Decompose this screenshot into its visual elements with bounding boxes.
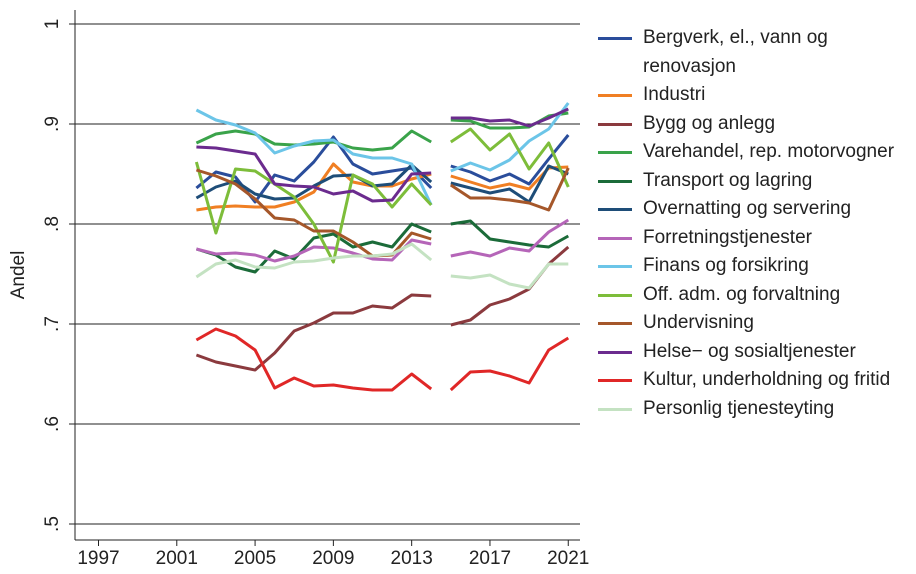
legend-item: Bygg og anlegg: [598, 110, 916, 139]
legend-label: Helse− og sosialtjenester: [643, 340, 856, 362]
series-line: [196, 107, 569, 203]
legend-item: Overnatting og servering: [598, 195, 916, 224]
series-line: [195, 327, 570, 392]
y-axis-label: Andel: [8, 251, 29, 300]
x-tick-label: 2021: [547, 548, 589, 569]
legend-item: Off. adm. og forvaltning: [598, 281, 916, 310]
legend-swatch: [598, 379, 632, 382]
legend-swatch: [598, 179, 632, 183]
legend-item: Transport og lagring: [598, 167, 916, 196]
x-tick-label: 2009: [312, 548, 354, 569]
legend-item: Finans og forsikring: [598, 252, 916, 281]
legend-label: Personlig tjenesteyting: [643, 397, 835, 419]
legend-swatch: [598, 407, 632, 411]
legend-swatch: [598, 322, 632, 325]
series-line: [195, 219, 570, 274]
legend-label: Bygg og anlegg: [643, 112, 776, 134]
y-tick-label: .8: [42, 216, 63, 232]
legend-item: Forretningstjenester: [598, 224, 916, 253]
legend-item: Kultur, underholdning og fritid: [598, 366, 916, 395]
legend-swatch: [598, 208, 632, 211]
legend-item: Personlig tjenesteyting: [598, 395, 916, 424]
legend-item: Helse− og sosialtjenester: [598, 338, 916, 367]
legend-swatch: [598, 37, 632, 40]
y-tick-label: .6: [42, 416, 63, 432]
legend-item: Varehandel, rep. motorvogner: [598, 138, 916, 167]
legend: Bergverk, el., vann og renovasjon Industr…: [598, 24, 916, 423]
legend-label: Bergverk, el., vann og renovasjon: [643, 27, 828, 77]
legend-label: Undervisning: [643, 312, 754, 333]
legend-item: Bergverk, el., vann og renovasjon: [598, 24, 916, 81]
legend-label: Forretningstjenester: [643, 226, 812, 248]
legend-swatch: [598, 236, 632, 240]
legend-label: Finans og forsikring: [643, 255, 809, 276]
x-tick-label: 1997: [77, 548, 119, 569]
series-line: [195, 102, 570, 206]
legend-label: Kultur, underholdning og fritid: [643, 369, 891, 390]
legend-swatch: [598, 293, 632, 297]
x-tick-label: 2013: [391, 548, 433, 569]
legend-swatch: [598, 94, 632, 97]
y-tick-label: 1: [42, 19, 63, 30]
legend-item: Industri: [598, 81, 916, 110]
x-tick-label: 2005: [234, 548, 276, 569]
series-line: [195, 111, 569, 152]
x-tick-label: 2017: [469, 548, 511, 569]
series-line: [195, 242, 569, 290]
legend-label: Off. adm. og forvaltning: [643, 283, 841, 305]
legend-swatch: [598, 151, 632, 154]
x-tick-label: 2001: [156, 548, 198, 569]
y-tick-label: .5: [42, 516, 63, 532]
y-tick-label: .7: [42, 316, 63, 332]
legend-swatch: [598, 265, 632, 268]
legend-label: Overnatting og servering: [643, 198, 852, 219]
y-tick-label: .9: [42, 116, 63, 132]
legend-swatch: [598, 350, 632, 354]
series-line: [195, 134, 570, 204]
legend-item: Undervisning: [598, 309, 916, 338]
series-line: [196, 218, 570, 263]
legend-label: Industri: [643, 84, 706, 105]
series-line: [194, 127, 570, 264]
legend-label: Transport og lagring: [643, 169, 813, 191]
legend-swatch: [598, 122, 632, 126]
legend-label: Varehandel, rep. motorvogner: [643, 141, 895, 162]
